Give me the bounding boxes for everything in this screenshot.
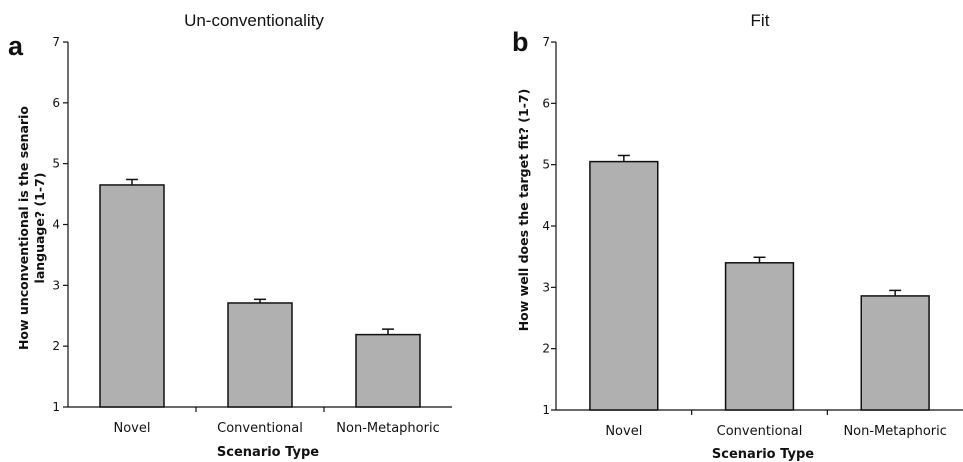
y-tick-label-b-5: 5	[542, 158, 550, 172]
chart-title-a: Un-conventionality	[184, 11, 324, 30]
bar-b-novel	[589, 160, 659, 411]
chart-panel-a: a Un-conventionality How unconventional …	[8, 11, 452, 460]
y-tick-label-b-6: 6	[542, 96, 550, 110]
y-tick-label-a-7: 7	[52, 35, 60, 49]
bar-a-novel	[99, 184, 165, 408]
x-tick-label-b-non-metaphoric: Non-Metaphoric	[843, 424, 946, 439]
x-axis-title-a: Scenario Type	[217, 445, 319, 460]
y-tick-label-a-5: 5	[52, 157, 60, 171]
y-tick-label-b-3: 3	[542, 280, 550, 294]
chart-title-b: Fit	[751, 11, 770, 30]
x-tick-label-b-novel: Novel	[605, 424, 642, 439]
x-tick-label-a-novel: Novel	[114, 421, 151, 436]
y-axis-title-a-line-1: How unconventional is the senario	[16, 106, 31, 350]
x-axis-title-b: Scenario Type	[712, 447, 814, 462]
y-tick-label-a-2: 2	[52, 339, 60, 353]
bar-a-conventional	[227, 302, 293, 408]
x-tick-label-b-conventional: Conventional	[717, 424, 803, 439]
panel-letter-a: a	[8, 31, 24, 61]
y-axis-title-a-line-2: language? (1-7)	[32, 173, 47, 284]
y-tick-label-a-6: 6	[52, 96, 60, 110]
y-axis-title-b: How well does the target fit? (1-7)	[516, 89, 531, 332]
y-tick-label-b-2: 2	[542, 342, 550, 356]
y-tick-label-a-4: 4	[52, 218, 60, 232]
y-tick-label-a-3: 3	[52, 278, 60, 292]
y-tick-label-b-4: 4	[542, 219, 550, 233]
bar-b-conventional	[724, 262, 795, 411]
bar-b-non-metaphoric	[860, 295, 930, 411]
chart-panel-b: b Fit How well does the target fit? (1-7…	[512, 11, 963, 462]
y-axis-title-b-line-1: How well does the target fit? (1-7)	[516, 89, 531, 332]
y-tick-label-a-1: 1	[52, 400, 60, 414]
y-tick-label-b-1: 1	[542, 403, 550, 417]
y-tick-label-b-7: 7	[542, 35, 550, 49]
x-tick-label-a-conventional: Conventional	[217, 421, 303, 436]
panel-letter-b: b	[512, 27, 529, 57]
y-axis-title-a: How unconventional is the senario langua…	[16, 106, 47, 350]
bar-a-non-metaphoric	[355, 333, 421, 408]
x-tick-label-a-non-metaphoric: Non-Metaphoric	[336, 421, 439, 436]
